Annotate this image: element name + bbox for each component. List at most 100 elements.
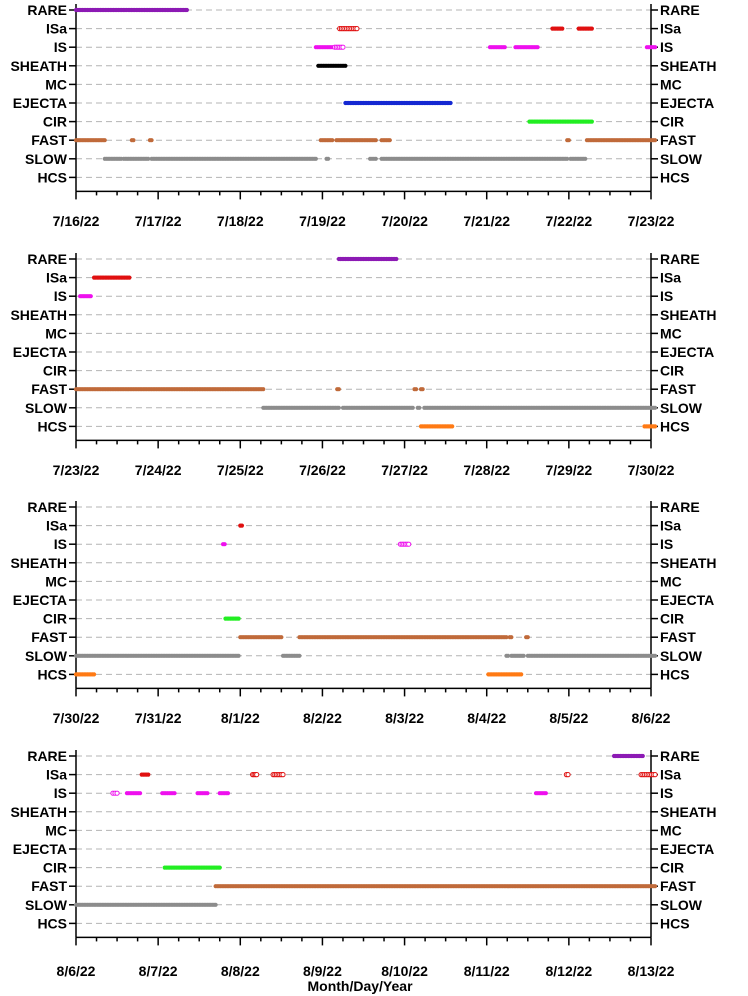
data-point-fast: [102, 138, 107, 143]
data-point-fast: [131, 138, 136, 143]
y-tick-label: CIR: [43, 114, 67, 130]
y-tick-label: CIR: [660, 114, 684, 130]
y-tick-label: SHEATH: [10, 58, 67, 74]
x-tick-label: 7/16/22: [53, 213, 100, 229]
y-tick-label: SHEATH: [10, 804, 67, 820]
y-tick-label: EJECTA: [13, 592, 67, 608]
y-tick-label: RARE: [660, 2, 700, 18]
y-tick-label: MC: [45, 76, 67, 92]
x-tick-label: 7/26/22: [299, 462, 346, 478]
y-tick-label: FAST: [31, 878, 67, 894]
y-tick-label: CIR: [43, 611, 67, 627]
y-tick-label: RARE: [27, 748, 67, 764]
y-tick-label: SHEATH: [660, 58, 717, 74]
data-point-fast: [373, 138, 378, 143]
y-tick-label: HCS: [37, 418, 67, 434]
data-point-rare: [184, 7, 189, 13]
y-tick-label: FAST: [660, 381, 696, 397]
data-point-slow: [583, 156, 588, 161]
y-tick-label: SHEATH: [660, 804, 717, 820]
x-tick-label: 7/29/22: [545, 462, 592, 478]
y-tick-label: FAST: [31, 132, 67, 148]
y-tick-label: ISa: [46, 21, 67, 37]
y-tick-label: SLOW: [25, 648, 68, 664]
y-tick-label: MC: [660, 76, 682, 92]
data-point-isa: [354, 26, 360, 32]
x-tick-label: 7/30/22: [53, 710, 100, 726]
x-tick-label: 7/28/22: [463, 462, 510, 478]
y-tick-label: FAST: [660, 629, 696, 645]
data-point-rare: [394, 256, 399, 262]
data-point-fast: [525, 635, 530, 640]
y-tick-label: ISa: [660, 21, 681, 37]
data-point-slow: [336, 405, 341, 410]
data-point-is: [502, 45, 507, 50]
x-tick-label: 8/1/22: [221, 710, 260, 726]
data-point-isa: [652, 772, 658, 778]
x-tick-label: 8/4/22: [467, 710, 506, 726]
data-point-ejecta: [448, 100, 453, 106]
y-tick-label: SLOW: [25, 897, 68, 913]
y-tick-label: CIR: [43, 860, 67, 876]
data-point-cir: [236, 616, 241, 621]
y-tick-label: RARE: [27, 2, 67, 18]
x-tick-label: 8/10/22: [381, 963, 428, 979]
data-point-fast: [336, 387, 341, 392]
y-tick-label: HCS: [660, 666, 690, 682]
y-tick-label: IS: [54, 288, 67, 304]
x-tick-label: 8/7/22: [139, 963, 178, 979]
data-point-isa: [280, 772, 286, 778]
y-tick-label: SLOW: [25, 151, 68, 167]
y-tick-label: EJECTA: [660, 841, 714, 857]
y-tick-label: CIR: [660, 860, 684, 876]
data-point-fast: [653, 884, 658, 889]
x-tick-label: 8/6/22: [57, 963, 96, 979]
y-tick-label: ISa: [660, 518, 681, 534]
data-point-is: [340, 44, 346, 50]
data-point-fast: [504, 635, 509, 640]
data-point-slow: [373, 156, 378, 161]
y-tick-label: EJECTA: [13, 95, 67, 111]
x-tick-label: 8/8/22: [221, 963, 260, 979]
y-tick-label: CIR: [660, 363, 684, 379]
x-tick-label: 7/31/22: [135, 710, 182, 726]
data-point-cir: [589, 119, 594, 124]
y-tick-label: SHEATH: [10, 555, 67, 571]
y-tick-label: SLOW: [660, 151, 703, 167]
data-point-is: [222, 542, 227, 547]
y-tick-label: HCS: [37, 169, 67, 185]
data-point-hcs: [91, 672, 97, 677]
data-point-slow: [213, 902, 218, 907]
y-tick-label: IS: [54, 536, 67, 552]
y-tick-label: MC: [45, 325, 67, 341]
x-tick-label: 8/13/22: [628, 963, 675, 979]
data-point-slow: [236, 653, 241, 658]
data-point-slow: [410, 405, 415, 410]
y-tick-label: EJECTA: [13, 344, 67, 360]
x-tick-label: 8/12/22: [545, 963, 592, 979]
data-point-slow: [565, 156, 570, 161]
data-point-isa: [565, 772, 571, 778]
x-tick-label: 7/24/22: [135, 462, 182, 478]
y-tick-label: ISa: [660, 270, 681, 286]
y-tick-label: SLOW: [660, 897, 703, 913]
data-point-rare: [640, 753, 645, 759]
y-tick-label: CIR: [43, 363, 67, 379]
y-tick-label: MC: [660, 325, 682, 341]
data-point-slow: [297, 653, 302, 658]
x-tick-label: 8/6/22: [632, 710, 671, 726]
y-tick-label: HCS: [660, 418, 690, 434]
y-tick-label: EJECTA: [660, 344, 714, 360]
data-point-isa: [254, 772, 260, 778]
y-tick-label: EJECTA: [660, 592, 714, 608]
x-tick-label: 8/2/22: [303, 710, 342, 726]
data-point-is: [543, 791, 548, 796]
data-point-isa: [239, 523, 245, 528]
y-tick-label: MC: [660, 573, 682, 589]
data-point-isa: [589, 26, 594, 31]
y-tick-label: ISa: [660, 767, 681, 783]
y-tick-label: FAST: [660, 132, 696, 148]
data-point-slow: [326, 156, 331, 161]
data-point-fast: [653, 138, 658, 143]
y-tick-label: ISa: [46, 270, 67, 286]
